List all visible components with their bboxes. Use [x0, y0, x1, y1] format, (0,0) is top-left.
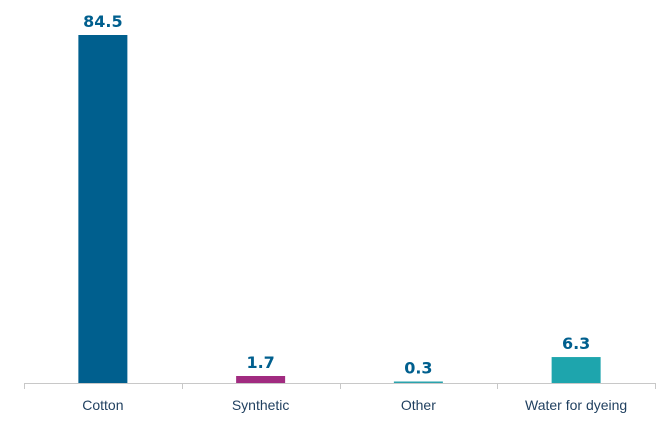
x-axis-tick-labels: Cotton Synthetic Other Water for dyeing — [82, 397, 627, 413]
bar-cotton — [78, 35, 128, 383]
tick-label-water-for-dyeing: Water for dyeing — [525, 397, 627, 413]
tick-label-cotton: Cotton — [82, 397, 123, 413]
tick-label-synthetic: Synthetic — [232, 397, 290, 413]
bars-group — [78, 35, 601, 383]
tick-label-other: Other — [401, 397, 436, 413]
value-label-other: 0.3 — [404, 359, 432, 378]
bar-synthetic — [236, 375, 286, 383]
bar-water-for-dyeing — [551, 357, 601, 383]
value-label-water-for-dyeing: 6.3 — [562, 334, 590, 353]
x-axis-ticks — [24, 383, 656, 389]
value-label-synthetic: 1.7 — [246, 353, 274, 372]
value-label-cotton: 84.5 — [83, 12, 122, 31]
value-labels-group: 84.5 1.7 0.3 6.3 — [83, 12, 590, 378]
bar-other — [393, 381, 443, 383]
